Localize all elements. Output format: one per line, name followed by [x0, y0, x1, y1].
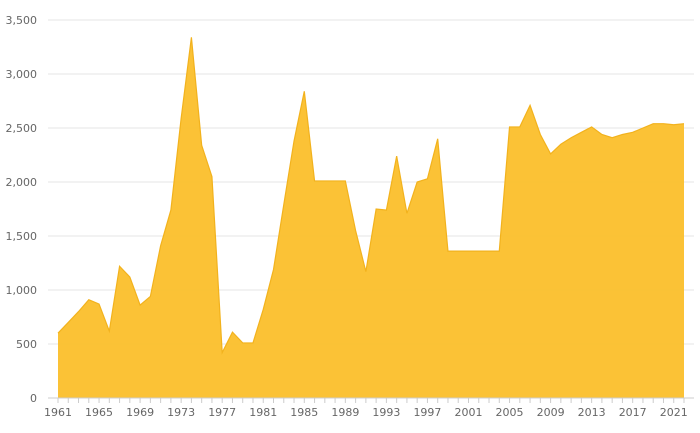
x-tick-label: 2001 [454, 406, 482, 419]
series-area [58, 37, 684, 398]
x-tick-label: 1961 [44, 406, 72, 419]
y-tick-label: 1,500 [6, 230, 38, 243]
x-axis-labels: 1961 1965 1969 1973 1977 1981 1985 1989 1993 1997… [44, 406, 688, 419]
x-tick-label: 1985 [290, 406, 318, 419]
x-tick-label: 1993 [372, 406, 400, 419]
x-tick-label: 1989 [331, 406, 359, 419]
y-tick-label: 500 [16, 338, 37, 351]
x-tick-label: 2013 [578, 406, 606, 419]
x-tick-label: 2017 [619, 406, 647, 419]
x-tick-label: 1973 [167, 406, 195, 419]
x-axis [48, 397, 694, 403]
y-tick-label: 3,000 [6, 68, 38, 81]
x-tick-label: 1981 [249, 406, 277, 419]
x-tick-label: 1977 [208, 406, 236, 419]
area-series [57, 37, 685, 398]
y-tick-label: 2,000 [6, 176, 38, 189]
x-tick-label: 1965 [85, 406, 113, 419]
y-axis-labels: 0 500 1,000 1,500 2,000 2,500 3,000 3,500 [6, 14, 38, 405]
y-tick-label: 1,000 [6, 284, 38, 297]
x-tick-label: 2021 [660, 406, 688, 419]
x-tick-label: 2009 [537, 406, 565, 419]
x-tick-label: 2005 [496, 406, 524, 419]
x-tick-label: 1969 [126, 406, 154, 419]
y-tick-label: 3,500 [6, 14, 38, 27]
series-line [57, 37, 685, 355]
x-tick-label: 1997 [413, 406, 441, 419]
y-tick-label: 2,500 [6, 122, 38, 135]
y-tick-label: 0 [30, 392, 37, 405]
